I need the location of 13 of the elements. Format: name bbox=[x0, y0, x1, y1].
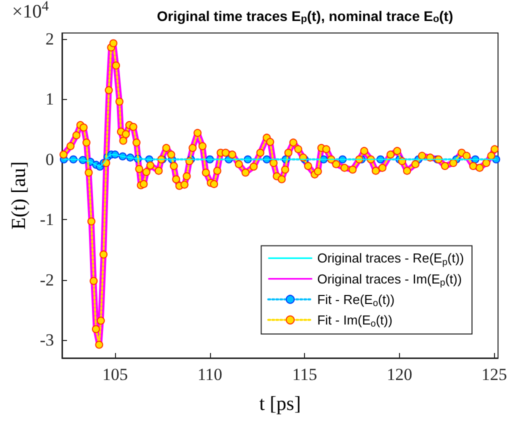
x-tick-label: 115 bbox=[292, 365, 318, 384]
y-tick-label: -1 bbox=[40, 210, 54, 230]
y-tick-label: 1 bbox=[46, 90, 54, 109]
y-axis-title: E(t) [au] bbox=[8, 161, 30, 230]
y-tick-label: -2 bbox=[40, 270, 54, 290]
x-tick-label: 120 bbox=[386, 365, 412, 384]
x-tick-label: 105 bbox=[102, 365, 128, 384]
x-tick-label: 110 bbox=[197, 365, 222, 384]
y-tick-label: 2 bbox=[46, 30, 54, 49]
x-tick-label: 125 bbox=[482, 365, 507, 384]
x-axis-title: t [ps] bbox=[259, 393, 301, 415]
y-tick-label: 0 bbox=[46, 150, 54, 169]
y-tick-label: -3 bbox=[40, 330, 54, 350]
